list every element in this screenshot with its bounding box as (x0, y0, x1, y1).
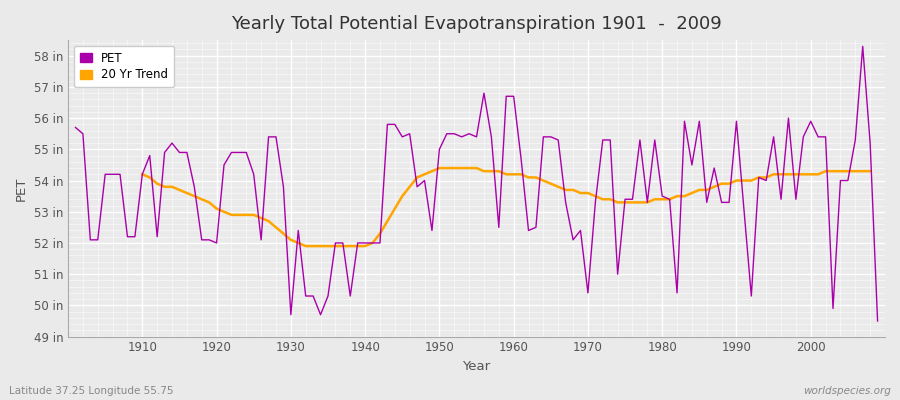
20 Yr Trend (367, 240, 378, 245)
X-axis label: Year: Year (463, 360, 491, 373)
Line: 20 Yr Trend: 20 Yr Trend (142, 168, 870, 246)
PET (858, 44, 868, 49)
20 Yr Trend (538, 178, 549, 183)
Legend: PET, 20 Yr Trend: PET, 20 Yr Trend (74, 46, 174, 87)
20 Yr Trend (865, 169, 876, 174)
Text: worldspecies.org: worldspecies.org (803, 386, 891, 396)
PET (508, 94, 519, 99)
20 Yr Trend (315, 244, 326, 248)
PET (872, 318, 883, 323)
PET (500, 94, 511, 99)
20 Yr Trend (137, 172, 148, 177)
PET (598, 138, 608, 142)
20 Yr Trend (338, 244, 348, 248)
Title: Yearly Total Potential Evapotranspiration 1901  -  2009: Yearly Total Potential Evapotranspiratio… (231, 15, 722, 33)
PET (70, 125, 81, 130)
20 Yr Trend (724, 181, 734, 186)
20 Yr Trend (516, 172, 526, 177)
PET (292, 228, 303, 233)
Text: Latitude 37.25 Longitude 55.75: Latitude 37.25 Longitude 55.75 (9, 386, 174, 396)
20 Yr Trend (301, 244, 311, 248)
PET (338, 240, 348, 245)
20 Yr Trend (434, 166, 445, 170)
Y-axis label: PET: PET (15, 176, 28, 200)
PET (130, 234, 140, 239)
Line: PET: PET (76, 46, 878, 321)
